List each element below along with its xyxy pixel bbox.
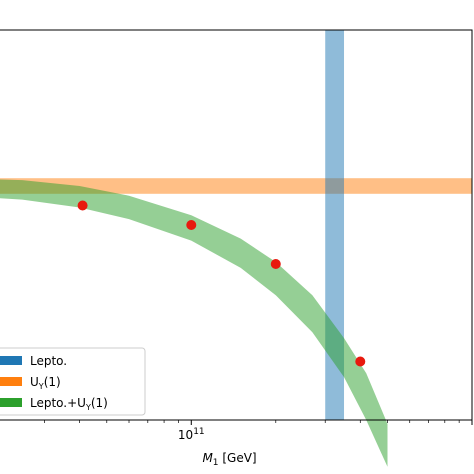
legend-label-1: Lepto.	[30, 354, 67, 368]
combined-band-layer	[0, 179, 388, 467]
legend-box	[0, 347, 146, 416]
legend-swatch-1	[0, 356, 22, 365]
x-axis-label: M1 [GeV]	[202, 451, 256, 468]
data-point-2	[186, 220, 197, 230]
legend-swatch-2	[0, 377, 22, 386]
legend-swatch-3	[0, 398, 22, 407]
data-point-3	[270, 259, 281, 269]
legend-label-3: Lepto.+UY(1)	[30, 396, 108, 412]
data-points-layer	[77, 200, 366, 367]
data-point-4	[355, 356, 366, 367]
plot-frame	[0, 29, 473, 421]
data-point-1	[77, 200, 88, 211]
legend: Lepto. UY(1) Lepto.+UY(1)	[0, 347, 146, 416]
uy1-band	[0, 178, 472, 194]
legend-label-2: UY(1)	[30, 375, 61, 391]
x-ticks: 1011	[44, 420, 473, 442]
lepto-uy1-band	[0, 179, 388, 467]
bands-layer	[0, 30, 472, 420]
x-tick-label: 1011	[178, 427, 205, 442]
